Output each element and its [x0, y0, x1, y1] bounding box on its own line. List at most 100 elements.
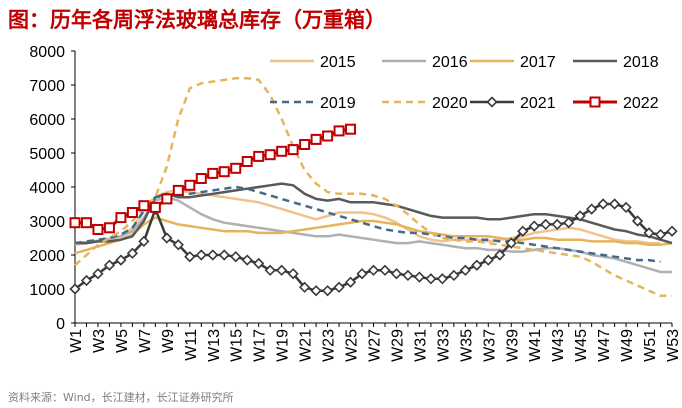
data-point-2022	[103, 222, 115, 234]
x-tick-label: W17	[252, 329, 269, 362]
data-point-2022	[345, 123, 357, 135]
data-point-2022	[126, 207, 138, 218]
source-note: 资料来源：Wind，长江建材，长江证券研究所	[8, 391, 234, 404]
series-line-2016	[74, 195, 672, 274]
series-2020	[74, 76, 672, 298]
data-point-2021	[666, 225, 678, 237]
x-tick-label: W11	[183, 329, 200, 361]
x-tick-label: W53	[665, 329, 682, 362]
series-line-2019	[74, 185, 661, 264]
data-point-2022	[172, 184, 184, 196]
legend-label-2022: 2022	[623, 95, 659, 112]
chart-legend: 2015 2016 2017 2018 2019 2020 2021 2022	[270, 54, 659, 112]
data-point-2022	[195, 173, 207, 184]
data-point-2021	[161, 232, 173, 244]
data-point-2022	[207, 167, 219, 179]
data-point-2022	[310, 133, 322, 145]
data-point-2021	[425, 273, 437, 285]
data-point-2022	[69, 217, 81, 229]
series-line-2018	[75, 182, 673, 245]
series-2021	[69, 198, 678, 297]
data-point-2021	[333, 281, 345, 293]
data-point-2021	[264, 264, 276, 276]
data-point-2021	[138, 235, 150, 248]
x-tick-label: W25	[344, 329, 361, 362]
x-tick-label: W31	[412, 329, 429, 362]
data-point-2022	[241, 156, 253, 167]
legend-label-2021: 2021	[520, 95, 556, 112]
x-tick-label: W33	[435, 329, 452, 362]
series-line-2015	[74, 189, 661, 247]
data-point-2021	[551, 218, 563, 231]
legend-label-2020: 2020	[432, 95, 468, 112]
x-tick-label: W5	[114, 329, 131, 353]
data-point-2022	[230, 162, 242, 174]
data-point-2021	[390, 268, 403, 280]
y-tick-label: 8000	[29, 44, 65, 61]
data-point-2021	[253, 257, 265, 270]
data-point-2021	[436, 273, 449, 285]
data-point-2021	[115, 254, 127, 266]
data-point-2021	[367, 264, 380, 276]
data-point-2022	[92, 224, 104, 235]
data-point-2021	[356, 268, 368, 280]
data-point-2021	[586, 203, 598, 215]
y-tick-label: 5000	[29, 146, 65, 163]
data-point-2021	[80, 274, 93, 287]
chart-series	[69, 76, 678, 298]
y-tick-label: 1000	[29, 282, 65, 299]
x-tick-label: W51	[642, 329, 659, 362]
legend-marker-2022	[589, 96, 601, 108]
x-tick-label: W3	[91, 329, 108, 353]
y-tick-label: 2000	[29, 248, 65, 265]
legend-item-2015: 2015	[270, 54, 356, 71]
x-tick-label: W29	[389, 329, 406, 362]
legend-item-2020: 2020	[382, 95, 468, 112]
x-tick-label: W13	[206, 329, 223, 362]
data-point-2022	[161, 193, 173, 205]
data-point-2021	[92, 268, 104, 280]
x-tick-label: W49	[619, 329, 636, 362]
x-tick-label: W21	[298, 329, 315, 362]
x-tick-label: W7	[137, 329, 154, 353]
legend-marker-2021	[486, 96, 498, 108]
legend-item-2019: 2019	[270, 95, 356, 112]
legend-label-2015: 2015	[320, 54, 356, 71]
data-point-2022	[322, 130, 334, 142]
y-tick-label: 4000	[29, 180, 65, 197]
data-point-2021	[574, 210, 586, 222]
data-point-2021	[402, 269, 414, 282]
data-point-2021	[298, 281, 311, 293]
data-point-2022	[264, 149, 276, 161]
y-tick-label: 0	[56, 316, 65, 333]
data-point-2021	[482, 254, 494, 266]
series-line-2020	[74, 76, 672, 298]
data-point-2021	[126, 247, 139, 259]
data-point-2021	[631, 215, 644, 227]
legend-label-2016: 2016	[432, 54, 468, 71]
series-2018	[75, 182, 673, 245]
data-point-2021	[505, 237, 517, 249]
legend-item-2018: 2018	[573, 54, 659, 71]
data-point-2022	[276, 145, 288, 157]
legend-item-2021: 2021	[470, 95, 556, 112]
data-point-2021	[321, 285, 334, 297]
x-tick-label: W23	[321, 329, 338, 362]
data-point-2022	[218, 166, 230, 178]
data-point-2022	[115, 212, 127, 224]
series-2016	[74, 195, 672, 274]
data-point-2021	[241, 254, 253, 266]
data-point-2021	[379, 264, 391, 276]
data-point-2022	[80, 217, 92, 229]
legend-item-2017: 2017	[470, 54, 556, 71]
chart-title: 图：历年各周浮法玻璃总库存（万重箱）	[8, 8, 386, 32]
x-tick-label: W45	[573, 329, 590, 362]
data-point-2021	[310, 285, 322, 297]
data-point-2021	[207, 249, 219, 261]
data-point-2022	[138, 200, 150, 212]
data-point-2021	[540, 218, 552, 231]
y-tick-label: 7000	[29, 78, 65, 95]
series-line-2017	[74, 216, 673, 255]
series-2017	[74, 216, 673, 255]
